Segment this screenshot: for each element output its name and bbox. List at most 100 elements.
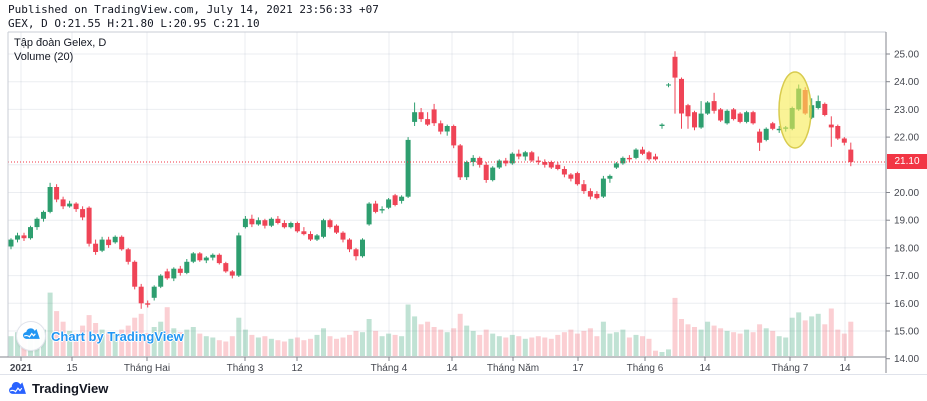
candle-body [60, 199, 66, 207]
candle-body [600, 178, 606, 197]
volume-bar [132, 317, 138, 356]
volume-bar [379, 336, 385, 356]
volume-bar [281, 341, 287, 356]
candle-body [750, 112, 756, 124]
volume-bar [809, 316, 815, 356]
time-tick-label: Tháng 6 [627, 363, 664, 374]
volume-bar [737, 333, 743, 356]
volume-bar [698, 329, 704, 356]
candle-body [815, 101, 821, 108]
volume-bar [783, 337, 789, 356]
candle-body [633, 149, 639, 158]
volume-bar [757, 324, 763, 356]
chart-frame [0, 31, 887, 373]
legend-volume-indicator[interactable]: Volume (20) [14, 51, 74, 63]
price-tick-label: 15.00 [894, 327, 919, 338]
volume-bar [366, 319, 372, 356]
time-tick-label: 14 [699, 363, 711, 374]
volume-bar [490, 333, 496, 356]
footer-brand-link[interactable]: TradingView [0, 374, 927, 401]
time-tick-label: 14 [839, 363, 851, 374]
candle-body [581, 184, 587, 192]
volume-bar [373, 330, 379, 356]
volume-bar [568, 329, 574, 356]
candle-body [288, 223, 294, 228]
volume-bar [672, 297, 678, 356]
volume-bar [138, 313, 144, 356]
volume-bar [796, 312, 802, 356]
symbol-ohlc-line: GEX, D O:21.55 H:21.80 L:20.95 C:21.10 [8, 17, 260, 30]
candle-body [822, 103, 828, 115]
candle-body [15, 235, 20, 240]
volume-bar [73, 333, 79, 356]
candle-body [54, 187, 60, 200]
candle-body [327, 220, 333, 228]
volume-bar [561, 332, 567, 356]
volume-bar [197, 333, 203, 356]
candle-body [301, 231, 307, 235]
volume-bar [529, 337, 535, 356]
time-tick-label: Tháng 4 [371, 363, 408, 374]
volume-bar [112, 333, 118, 356]
volume-bar [574, 333, 580, 356]
volume-bar [418, 324, 424, 356]
candle-body [379, 209, 385, 211]
candle-body [80, 209, 86, 218]
volume-bar [314, 334, 320, 356]
volume-bar [8, 336, 14, 356]
volume-bar [744, 329, 750, 356]
volume-bar [47, 292, 53, 356]
volume-bar [431, 327, 437, 356]
time-tick-label: 12 [291, 363, 303, 374]
watermark-link[interactable]: Chart by TradingView [16, 321, 184, 351]
candle-body [464, 162, 470, 178]
candle-body [177, 268, 183, 273]
candle-body [99, 239, 105, 251]
candle-body [249, 218, 255, 225]
candle-body [757, 131, 763, 143]
volume-bar [464, 325, 470, 356]
candle-body [294, 223, 300, 232]
volume-bar [548, 338, 554, 356]
volume-bar [151, 327, 157, 356]
candle-body [138, 286, 144, 304]
volume-bar [822, 324, 828, 356]
volume-bar [145, 332, 151, 356]
candles-layer [8, 51, 854, 309]
volume-bar [483, 329, 489, 356]
candle-body [399, 196, 405, 201]
volume-bar [646, 338, 652, 356]
candle-body [210, 254, 216, 258]
highlight-ellipse[interactable] [778, 71, 812, 149]
candle-body [275, 218, 281, 223]
volume-bar [848, 321, 854, 356]
volume-bar [763, 328, 769, 356]
volume-bar [353, 330, 359, 356]
published-line: Published on TradingView.com, July 14, 2… [8, 3, 379, 16]
volume-bar [86, 315, 92, 356]
volume-bar [835, 329, 841, 356]
volume-bar [522, 338, 528, 356]
legend-series-title[interactable]: Tập đoàn Gelex, D [14, 37, 107, 49]
volume-bar [184, 329, 190, 356]
volume-bar [412, 316, 418, 356]
volume-bar [210, 337, 216, 356]
candle-body [503, 160, 509, 164]
volume-bar [327, 336, 333, 356]
candle-body [67, 203, 73, 207]
candle-body [386, 199, 392, 208]
volume-bar [203, 336, 209, 356]
candle-body [828, 124, 834, 128]
volume-bar [600, 321, 606, 356]
candle-body [490, 167, 496, 181]
volume-bar [659, 352, 665, 356]
candle-body [470, 157, 476, 163]
candle-body [216, 254, 222, 264]
candle-body [444, 126, 450, 132]
price-tick-label: 20.00 [894, 188, 919, 199]
candle-body [171, 268, 177, 279]
volume-bar [399, 336, 405, 356]
volume-bar [607, 333, 613, 356]
candle-body [47, 187, 53, 212]
